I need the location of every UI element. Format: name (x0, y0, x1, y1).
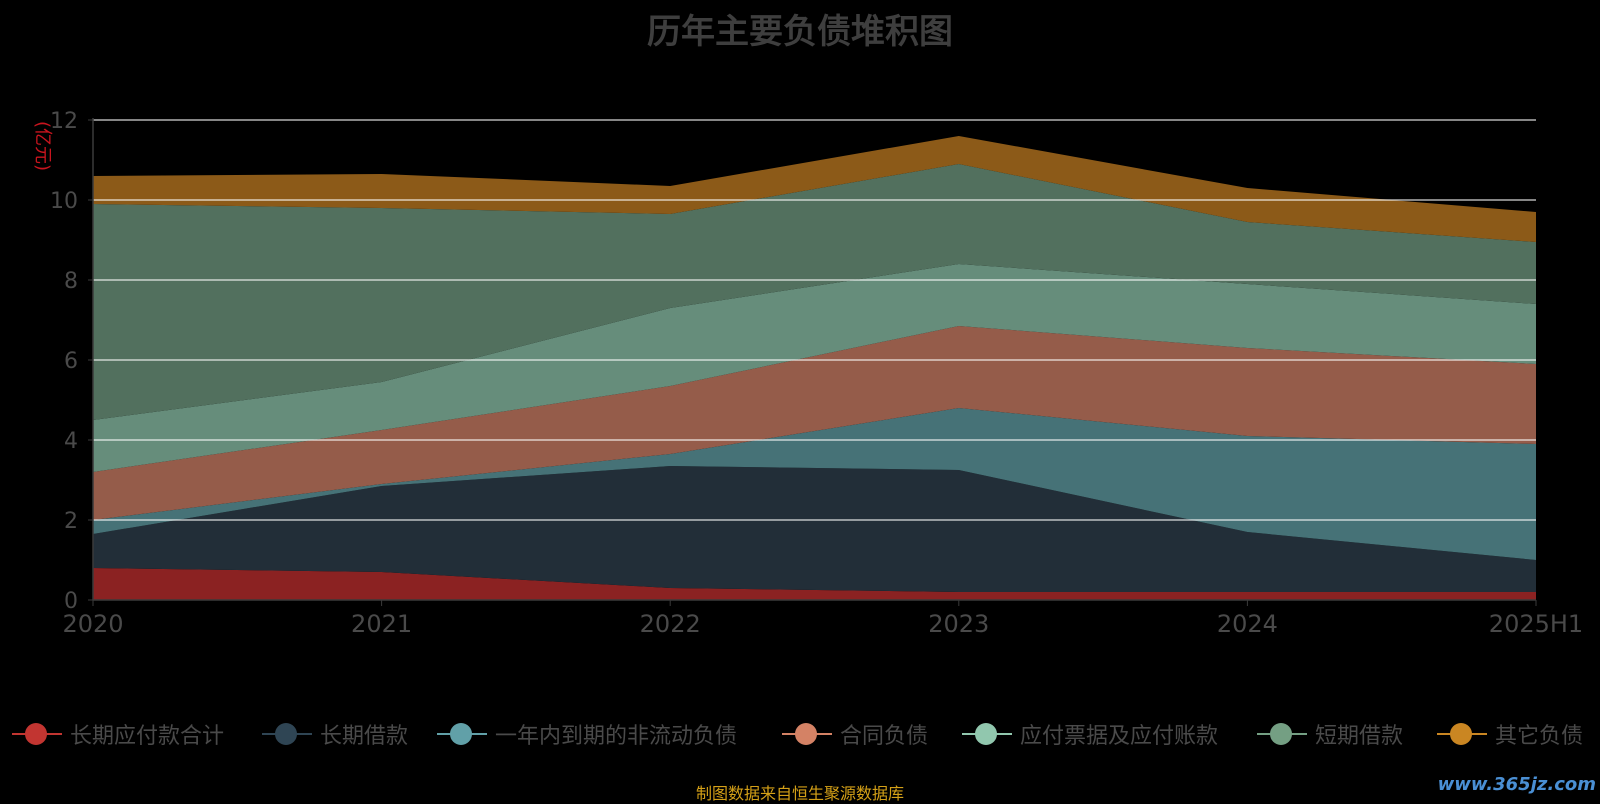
y-tick-label-2: 4 (64, 429, 78, 454)
chart-legend: 长期应付款合计 长期借款 一年内到期的非流动负债 合同负债 应付票据及应付账款 短期借款 其… (0, 716, 1600, 752)
legend-item-5[interactable]: 短期借款 (1257, 716, 1403, 752)
legend-marker (1437, 716, 1487, 752)
y-tick-label-1: 2 (64, 509, 78, 534)
y-tick-label-4: 8 (64, 269, 78, 294)
legend-item-3[interactable]: 合同负债 (782, 716, 928, 752)
area-series-4 (93, 264, 1536, 472)
legend-label: 短期借款 (1315, 724, 1404, 749)
y-axis-label: (亿元) (32, 121, 53, 171)
legend-marker (262, 716, 312, 752)
watermark: www.365jz.com (1437, 774, 1596, 795)
legend-label: 合同负债 (840, 724, 929, 749)
legend-item-0[interactable]: 长期应付款合计 (12, 716, 224, 752)
legend-label: 长期应付款合计 (70, 724, 225, 749)
legend-item-2[interactable]: 一年内到期的非流动负债 (437, 716, 737, 752)
legend-item-1[interactable]: 长期借款 (262, 716, 408, 752)
legend-label: 应付票据及应付账款 (1020, 724, 1219, 749)
legend-marker (437, 716, 487, 752)
area-series-5 (93, 164, 1536, 420)
x-tick-label-3: 2023 (928, 610, 989, 638)
x-tick-label-1: 2021 (351, 610, 412, 638)
x-tick-label-5: 2025H1 (1489, 610, 1583, 638)
legend-label: 其它负债 (1495, 724, 1584, 749)
legend-item-6[interactable]: 其它负债 (1437, 716, 1583, 752)
legend-marker (1257, 716, 1307, 752)
data-source-note: 制图数据来自恒生聚源数据库 (695, 784, 904, 803)
y-tick-label-3: 6 (64, 349, 78, 374)
chart-title: 历年主要负债堆积图 (647, 12, 953, 52)
legend-item-4[interactable]: 应付票据及应付账款 (962, 716, 1218, 752)
area-series-3 (93, 326, 1536, 520)
x-tick-label-0: 2020 (62, 610, 123, 638)
area-series-1 (93, 466, 1536, 592)
x-tick-label-4: 2024 (1217, 610, 1278, 638)
y-tick-label-5: 10 (50, 189, 78, 214)
legend-marker (12, 716, 62, 752)
legend-marker (782, 716, 832, 752)
y-tick-label-6: 12 (50, 109, 78, 134)
legend-marker (962, 716, 1012, 752)
x-tick-label-2: 2022 (640, 610, 701, 638)
y-tick-label-0: 0 (64, 589, 78, 614)
legend-label: 一年内到期的非流动负债 (495, 724, 738, 749)
legend-label: 长期借款 (320, 724, 409, 749)
area-series-6 (93, 136, 1536, 242)
area-series-2 (93, 408, 1536, 560)
